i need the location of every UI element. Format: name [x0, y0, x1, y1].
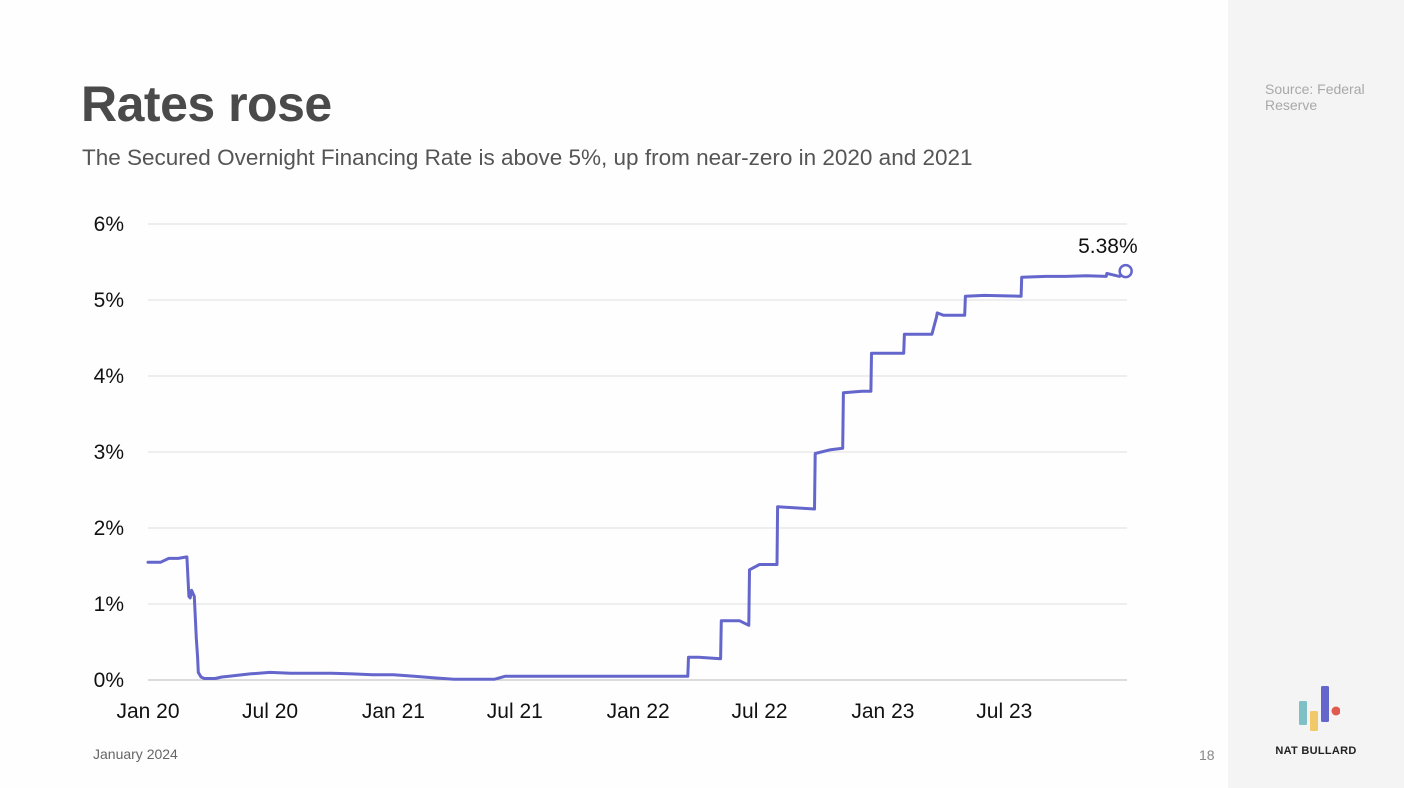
y-tick-label: 1%: [94, 593, 124, 616]
x-tick-label: Jul 21: [487, 700, 543, 723]
logo-bar-teal: [1299, 701, 1307, 725]
x-tick-label: Jan 20: [116, 700, 179, 723]
x-axis-ticks: Jan 20 Jul 20 Jan 21 Jul 21 Jan 22 Jul 22 Jan …: [116, 700, 1032, 723]
latest-value-label: 5.38%: [1078, 235, 1138, 258]
sofr-line-chart: 0%1%2%3%4%5%6% Jan 20 Jul 20 Jan 21 Jul 21 J…: [94, 213, 1138, 723]
brand-name: NAT BULLARD: [1275, 745, 1357, 757]
y-tick-label: 5%: [94, 289, 124, 312]
right-sidebar: Source: Federal Reserve NAT BULLARD: [1228, 0, 1404, 788]
footer-date: January 2024: [93, 746, 178, 762]
source-note: Source: Federal Reserve: [1265, 81, 1365, 113]
x-tick-label: Jan 21: [362, 700, 425, 723]
y-tick-label: 4%: [94, 365, 124, 388]
slide-main-area: Rates rose The Secured Overnight Financi…: [81, 76, 1215, 763]
x-tick-label: Jul 23: [976, 700, 1032, 723]
y-tick-label: 2%: [94, 517, 124, 540]
logo-bar-purple: [1321, 686, 1329, 722]
logo-dot-red: [1331, 706, 1340, 716]
x-tick-label: Jan 23: [851, 700, 914, 723]
x-tick-label: Jul 20: [242, 700, 298, 723]
grid-layer: [148, 223, 1127, 681]
brand-logo-icon: [1299, 686, 1340, 731]
y-tick-label: 0%: [94, 669, 124, 692]
latest-value-marker: [1118, 263, 1133, 279]
page-title: Rates rose: [81, 76, 332, 132]
page-subtitle: The Secured Overnight Financing Rate is …: [82, 145, 973, 170]
y-tick-label: 3%: [94, 441, 124, 464]
x-tick-label: Jan 22: [607, 700, 670, 723]
y-tick-label: 6%: [94, 213, 124, 236]
sofr-series-line: [146, 269, 1128, 681]
page-number: 18: [1199, 747, 1215, 763]
logo-bar-yellow: [1310, 711, 1318, 731]
y-axis-ticks: 0% 1% 2% 3% 4% 5% 6%: [94, 213, 124, 692]
x-tick-label: Jul 22: [732, 700, 788, 723]
